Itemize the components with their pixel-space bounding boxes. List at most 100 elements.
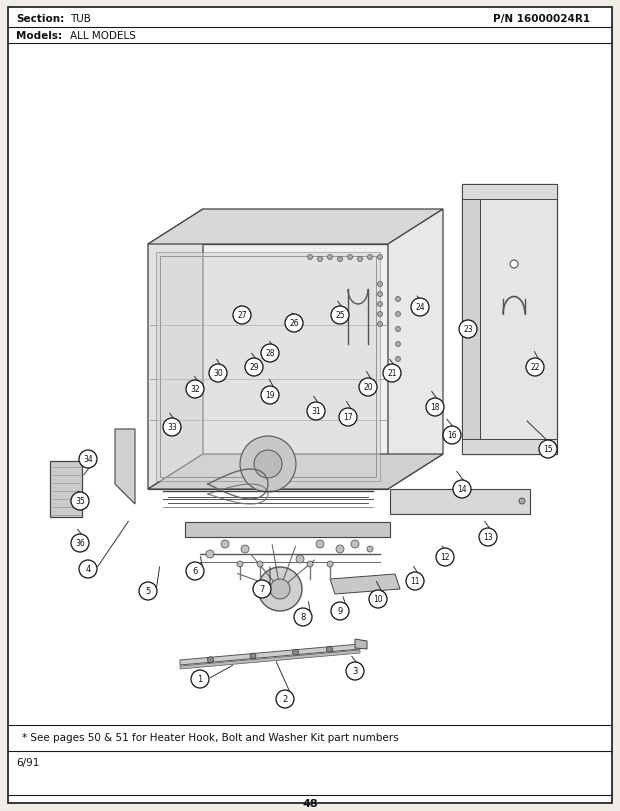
Text: 30: 30 [213,369,223,378]
Polygon shape [330,574,400,594]
Text: 4: 4 [86,564,91,574]
Circle shape [327,255,332,260]
Circle shape [378,282,383,287]
Circle shape [261,387,279,405]
Polygon shape [185,522,390,538]
Text: 6: 6 [192,567,198,576]
Text: 32: 32 [190,385,200,394]
Circle shape [317,257,322,262]
Circle shape [316,540,324,548]
Text: 12: 12 [440,553,450,562]
Circle shape [519,499,525,504]
Circle shape [359,379,377,397]
Circle shape [71,492,89,510]
Text: 27: 27 [237,311,247,320]
Text: 24: 24 [415,303,425,312]
Polygon shape [355,639,367,649]
Text: * See pages 50 & 51 for Heater Hook, Bolt and Washer Kit part numbers: * See pages 50 & 51 for Heater Hook, Bol… [22,732,399,742]
Circle shape [339,409,357,427]
Circle shape [163,418,181,436]
Polygon shape [148,210,443,245]
Circle shape [526,358,544,376]
Circle shape [510,260,518,268]
Circle shape [539,440,557,458]
Text: 28: 28 [265,349,275,358]
Polygon shape [148,210,203,489]
Circle shape [396,357,401,362]
Circle shape [396,327,401,332]
Text: 25: 25 [335,311,345,320]
Circle shape [378,255,383,260]
Circle shape [276,690,294,708]
Text: 7: 7 [259,585,265,594]
Text: 16: 16 [447,431,457,440]
Circle shape [406,573,424,590]
Circle shape [411,298,429,316]
Circle shape [296,556,304,564]
Circle shape [79,560,97,578]
Text: 10: 10 [373,594,383,603]
Circle shape [250,653,256,659]
Circle shape [245,358,263,376]
Circle shape [308,255,312,260]
Circle shape [327,646,332,652]
Circle shape [378,322,383,327]
Polygon shape [390,489,530,514]
Circle shape [294,608,312,626]
Circle shape [241,545,249,553]
Polygon shape [115,430,135,504]
Circle shape [191,670,209,689]
Text: 17: 17 [343,413,353,422]
Text: P/N 16000024R1: P/N 16000024R1 [493,14,590,24]
Circle shape [369,590,387,608]
Text: 35: 35 [75,497,85,506]
Circle shape [378,312,383,317]
Polygon shape [462,185,557,200]
Text: 15: 15 [543,445,553,454]
Circle shape [261,345,279,363]
Text: 1: 1 [197,675,203,684]
Circle shape [351,540,359,548]
Circle shape [139,582,157,600]
Circle shape [270,579,290,599]
Circle shape [367,547,373,552]
Polygon shape [462,200,480,440]
Text: 9: 9 [337,607,343,616]
Polygon shape [50,461,82,517]
Text: 23: 23 [463,325,473,334]
Circle shape [285,315,303,333]
Polygon shape [156,253,380,482]
Text: 11: 11 [410,577,420,586]
Circle shape [307,402,325,420]
Text: 2: 2 [282,695,288,704]
Polygon shape [462,185,557,454]
Circle shape [206,551,214,558]
Text: 5: 5 [145,587,151,596]
Circle shape [71,534,89,552]
Text: 26: 26 [289,319,299,328]
Circle shape [337,257,342,262]
Circle shape [336,545,344,553]
Text: 20: 20 [363,383,373,392]
Circle shape [257,561,263,568]
Circle shape [240,436,296,492]
Circle shape [331,307,349,324]
Text: 33: 33 [167,423,177,432]
Polygon shape [148,245,388,489]
Circle shape [346,663,364,680]
Circle shape [396,342,401,347]
Circle shape [254,450,282,478]
Circle shape [307,561,313,568]
Circle shape [186,380,204,398]
Circle shape [443,427,461,444]
Text: 3: 3 [352,667,358,676]
Polygon shape [148,454,443,489]
Circle shape [233,307,251,324]
Text: ALL MODELS: ALL MODELS [70,31,136,41]
Circle shape [396,312,401,317]
Text: 34: 34 [83,455,93,464]
Circle shape [209,365,227,383]
Text: 48: 48 [302,798,318,808]
Circle shape [221,540,229,548]
Text: 8: 8 [300,613,306,622]
